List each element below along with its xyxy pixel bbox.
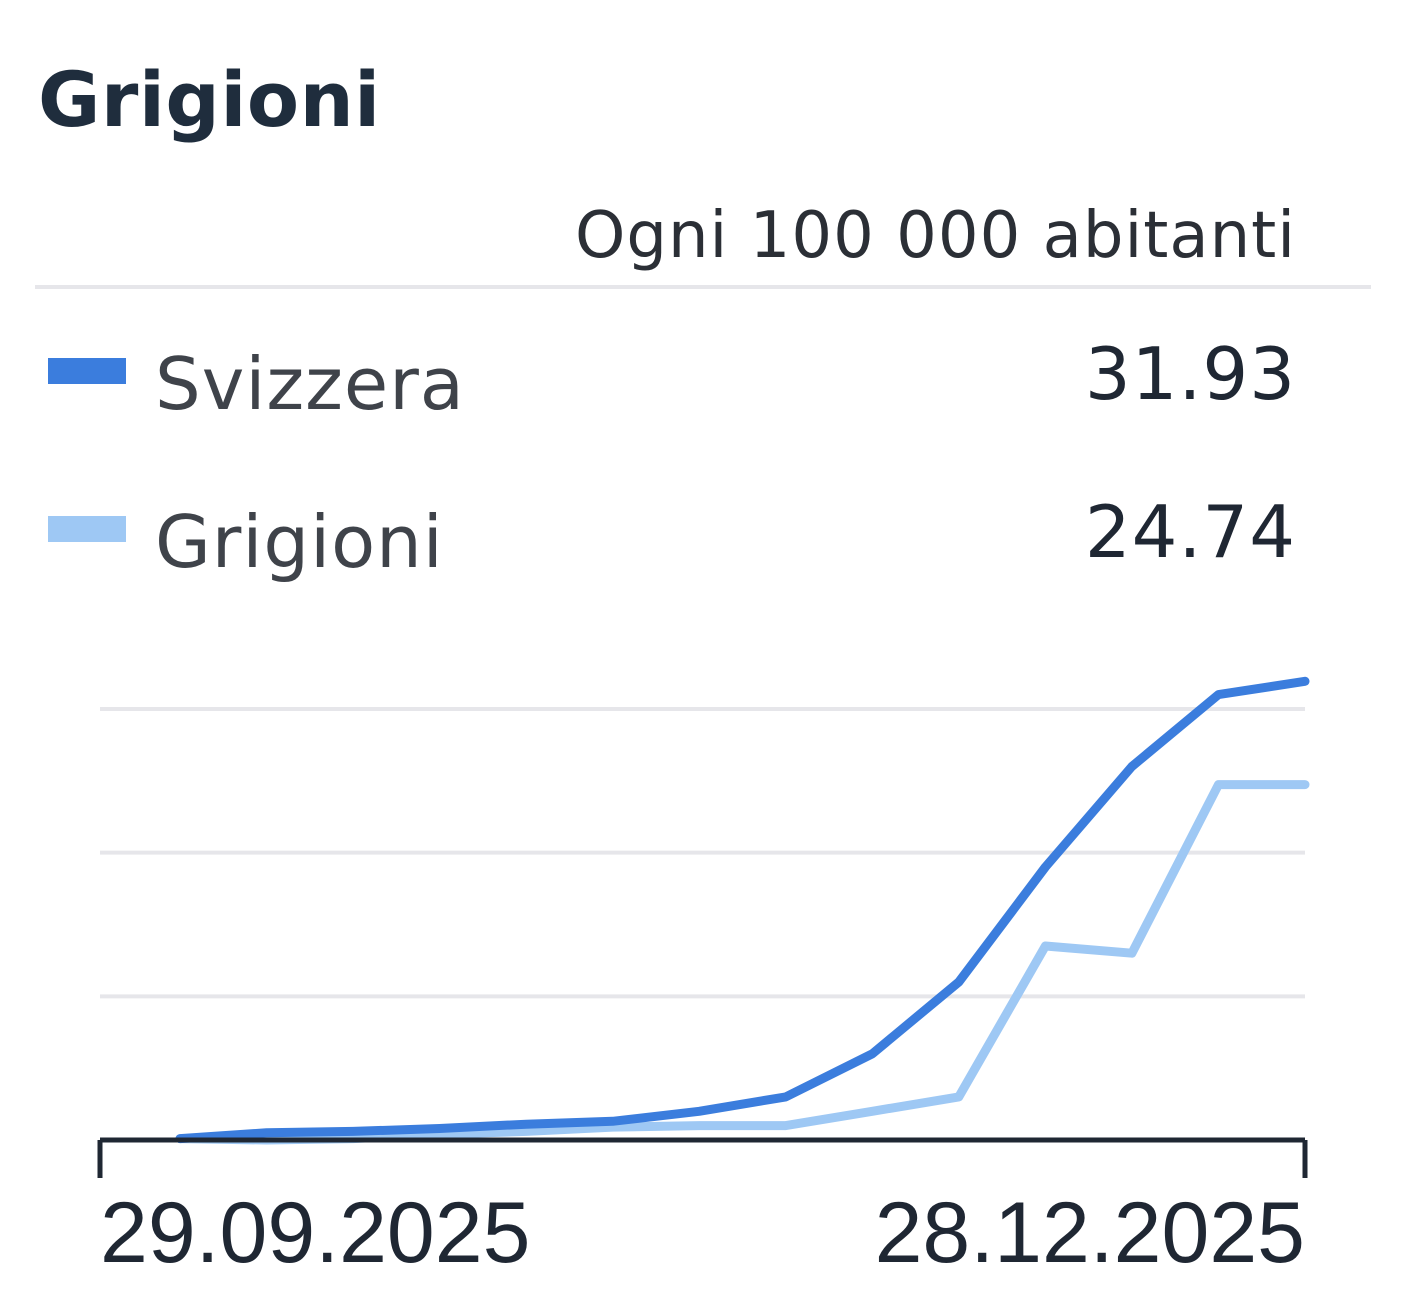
series-line-grigioni bbox=[175, 780, 1310, 1145]
legend-item-grigioni: Grigioni 24.74 bbox=[0, 490, 1408, 600]
header-divider bbox=[35, 285, 1371, 289]
legend-item-svizzera: Svizzera 31.93 bbox=[0, 330, 1408, 440]
x-tick-label-end: 28.12.2025 bbox=[875, 1185, 1305, 1281]
series-line-svizzera bbox=[175, 676, 1310, 1144]
x-tick-label-start: 29.09.2025 bbox=[100, 1185, 530, 1281]
unit-label: Ogni 100 000 abitanti bbox=[574, 199, 1296, 273]
legend-swatch-svizzera bbox=[48, 358, 126, 384]
line-chart: 29.09.2025 28.12.2025 bbox=[97, 676, 1310, 1281]
legend-swatch-grigioni bbox=[48, 516, 126, 542]
page-title: Grigioni bbox=[38, 55, 381, 144]
legend-name-svizzera: Svizzera bbox=[155, 342, 465, 426]
legend-value-svizzera: 31.93 bbox=[1084, 332, 1296, 416]
legend-value-grigioni: 24.74 bbox=[1084, 490, 1296, 574]
legend-name-grigioni: Grigioni bbox=[155, 500, 444, 584]
